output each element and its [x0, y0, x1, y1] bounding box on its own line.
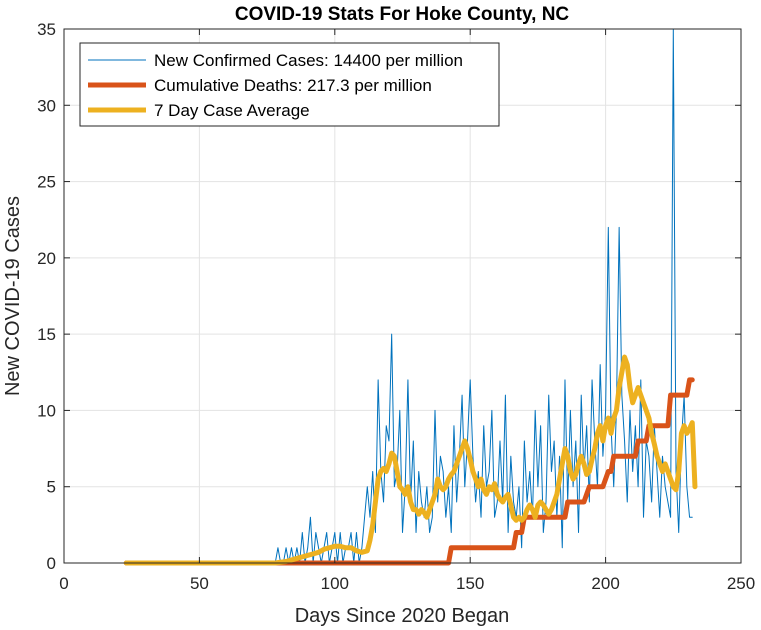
y-tick-label: 35	[37, 20, 56, 39]
legend-label-1: New Confirmed Cases: 14400 per million	[154, 51, 463, 70]
series-line-3	[123, 354, 698, 566]
y-tick-label: 5	[47, 478, 56, 497]
y-tick-label: 10	[37, 401, 56, 420]
series-line-2	[123, 377, 695, 566]
series-line-1	[125, 28, 693, 564]
legend-label-2: Cumulative Deaths: 217.3 per million	[154, 76, 432, 95]
y-axis-label: New COVID-19 Cases	[2, 196, 24, 396]
axes-box	[63, 28, 742, 564]
y-tick-label: 15	[37, 325, 56, 344]
y-tick-label: 20	[37, 249, 56, 268]
x-axis-label: Days Since 2020 Began	[295, 605, 510, 627]
legend-box	[79, 42, 500, 127]
x-tick-label: 200	[591, 574, 619, 593]
y-tick-label: 30	[37, 96, 56, 115]
axes	[63, 28, 742, 564]
x-tick-label: 50	[190, 574, 209, 593]
y-tick-label: 0	[47, 554, 56, 573]
x-tick-label: 100	[321, 574, 349, 593]
x-tick-label: 250	[727, 574, 755, 593]
y-tick-label: 25	[37, 173, 56, 192]
x-tick-label: 150	[456, 574, 484, 593]
x-tick-label: 0	[59, 574, 68, 593]
legend: New Confirmed Cases: 14400 per million Cu…	[79, 42, 500, 127]
series-layer	[123, 28, 698, 566]
tick-labels: 0 50 100 150 200 250 0 5 10 15 20 25 30 35	[37, 20, 755, 593]
legend-label-3: 7 Day Case Average	[154, 101, 310, 120]
chart-title: COVID-19 Stats For Hoke County, NC	[235, 4, 570, 25]
